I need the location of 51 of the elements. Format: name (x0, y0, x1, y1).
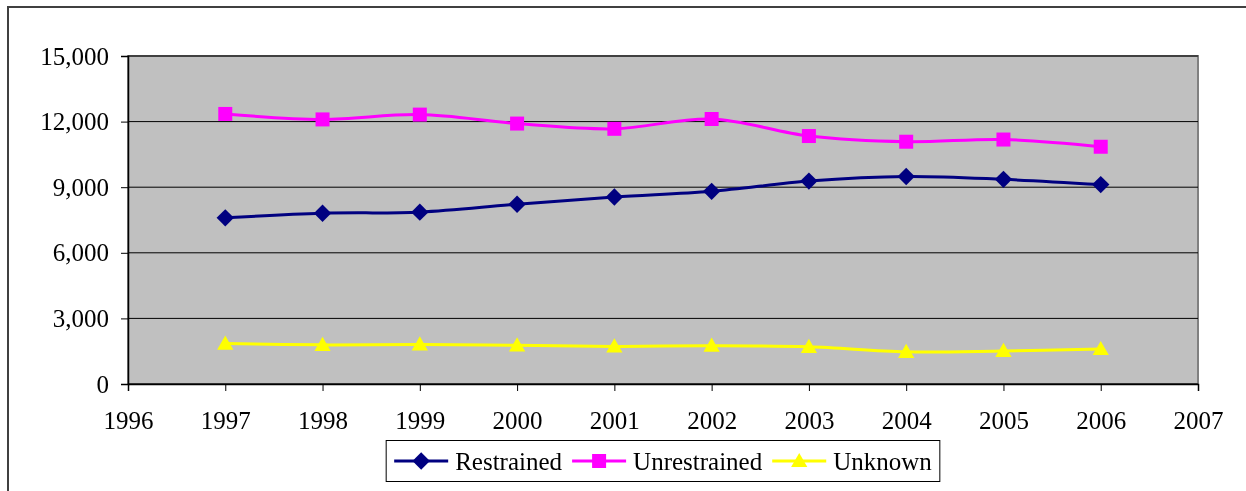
point (315, 112, 330, 127)
y-tick-label: 15,000 (40, 42, 109, 70)
point (508, 337, 526, 352)
point (606, 338, 623, 353)
point (801, 129, 816, 144)
legend-label: Unknown (833, 447, 933, 475)
x-tick-label: 2007 (1173, 406, 1224, 434)
point (607, 121, 622, 136)
point (994, 170, 1013, 189)
point (314, 336, 331, 351)
point (411, 203, 429, 221)
point (217, 335, 234, 350)
x-tick-label: 2006 (1076, 406, 1127, 434)
y-tick-label: 9,000 (52, 173, 109, 201)
point (704, 111, 719, 126)
point (899, 134, 914, 149)
point (702, 182, 721, 201)
x-tick-label: 1997 (200, 406, 251, 434)
x-tick-label: 2001 (589, 406, 640, 434)
point (897, 167, 915, 186)
point (1092, 175, 1110, 194)
point (412, 107, 427, 122)
point (508, 195, 526, 213)
point (1092, 340, 1109, 356)
y-tick-label: 3,000 (52, 304, 109, 332)
x-tick-label: 1999 (395, 406, 446, 434)
x-tick-label: 2005 (978, 406, 1029, 434)
y-tick-label: 6,000 (52, 239, 109, 267)
y-tick-label: 0 (96, 370, 109, 398)
x-tick-label: 2004 (881, 406, 933, 434)
point (800, 172, 818, 190)
point (216, 209, 234, 227)
legend-label: Unrestrained (633, 447, 763, 475)
point (510, 116, 525, 131)
point (996, 132, 1011, 147)
point (1093, 139, 1108, 154)
x-tick-label: 1998 (298, 406, 349, 434)
point (605, 188, 624, 206)
x-tick-label: 2000 (492, 406, 543, 434)
point (703, 337, 720, 352)
point (218, 106, 233, 121)
point (411, 336, 428, 351)
legend-label: Restrained (455, 447, 563, 475)
point (800, 338, 818, 353)
x-tick-label: 2002 (687, 406, 738, 434)
x-tick-label: 2003 (784, 406, 835, 434)
y-tick-label: 12,000 (40, 108, 109, 136)
x-tick-label: 1996 (103, 406, 154, 434)
point (898, 343, 915, 358)
point (995, 342, 1012, 358)
point (313, 204, 332, 222)
